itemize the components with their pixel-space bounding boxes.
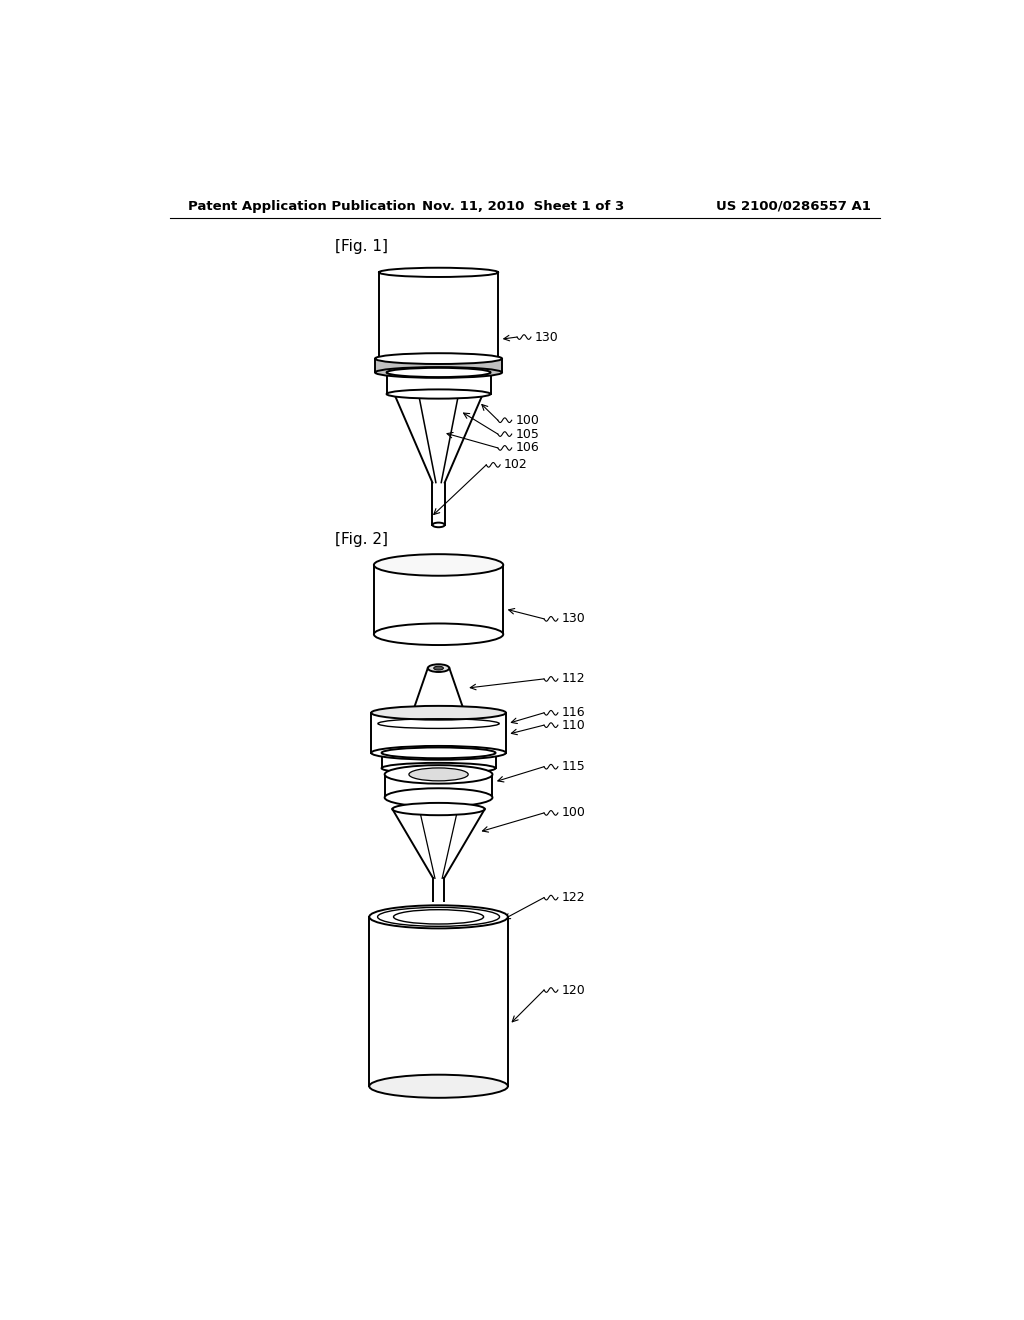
Ellipse shape: [392, 803, 484, 816]
Polygon shape: [370, 917, 508, 1086]
Polygon shape: [375, 359, 502, 372]
Polygon shape: [385, 775, 493, 797]
Ellipse shape: [382, 763, 496, 774]
Ellipse shape: [432, 523, 444, 527]
Ellipse shape: [374, 623, 503, 645]
Ellipse shape: [434, 667, 443, 671]
Ellipse shape: [370, 906, 508, 928]
Ellipse shape: [375, 354, 502, 364]
Text: Patent Application Publication: Patent Application Publication: [188, 199, 416, 213]
Ellipse shape: [371, 746, 506, 760]
Text: 112: 112: [562, 672, 586, 685]
Ellipse shape: [413, 708, 465, 718]
Polygon shape: [374, 565, 503, 635]
Text: 100: 100: [562, 807, 586, 820]
Text: 106: 106: [515, 441, 540, 454]
Ellipse shape: [375, 367, 502, 378]
Ellipse shape: [371, 706, 506, 719]
Ellipse shape: [385, 766, 493, 784]
Text: 122: 122: [562, 891, 586, 904]
Ellipse shape: [387, 368, 490, 378]
Polygon shape: [382, 752, 496, 768]
Ellipse shape: [385, 788, 493, 807]
Polygon shape: [387, 372, 490, 395]
Text: 116: 116: [562, 706, 586, 719]
Text: 100: 100: [515, 413, 540, 426]
Text: 110: 110: [562, 718, 586, 731]
Text: [Fig. 2]: [Fig. 2]: [335, 532, 388, 546]
Text: [Fig. 1]: [Fig. 1]: [335, 239, 388, 255]
Ellipse shape: [379, 268, 499, 277]
Polygon shape: [379, 272, 499, 359]
Text: 130: 130: [535, 330, 558, 343]
Ellipse shape: [370, 1074, 508, 1098]
Ellipse shape: [409, 768, 468, 781]
Text: 105: 105: [515, 428, 540, 441]
Text: 102: 102: [504, 458, 527, 471]
Text: Nov. 11, 2010  Sheet 1 of 3: Nov. 11, 2010 Sheet 1 of 3: [422, 199, 625, 213]
Ellipse shape: [382, 747, 496, 758]
Ellipse shape: [387, 389, 490, 399]
Text: 115: 115: [562, 760, 586, 774]
Text: 120: 120: [562, 983, 586, 997]
Text: US 2100/0286557 A1: US 2100/0286557 A1: [716, 199, 870, 213]
Ellipse shape: [374, 554, 503, 576]
Text: 130: 130: [562, 612, 586, 626]
Polygon shape: [371, 713, 506, 752]
Ellipse shape: [428, 664, 450, 672]
